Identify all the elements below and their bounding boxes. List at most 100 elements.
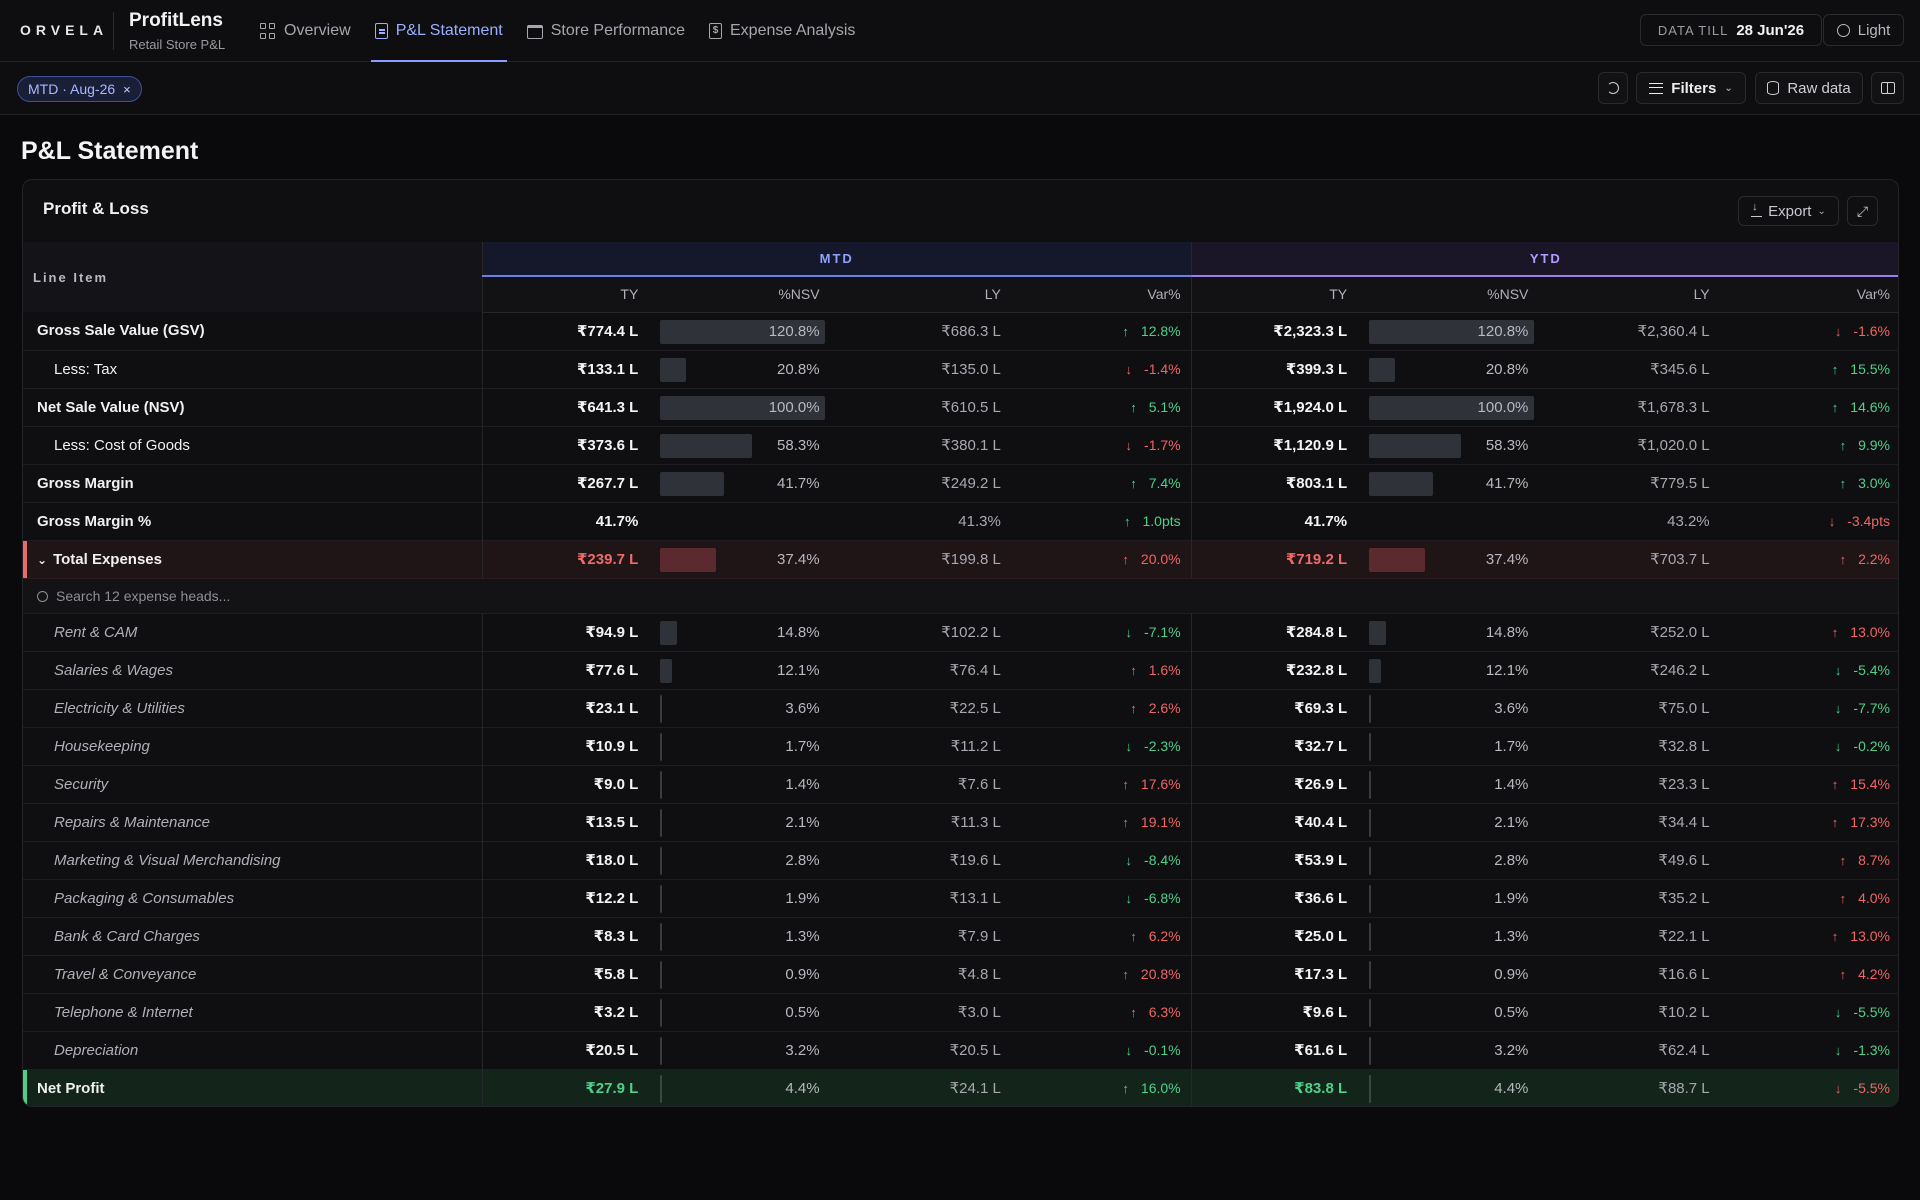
nsv-bar	[1369, 960, 1372, 989]
chip-label: MTD · Aug-26	[28, 81, 116, 97]
variance-value: -2.3%	[1144, 738, 1181, 754]
column-header[interactable]: Var%	[1010, 276, 1192, 313]
ty-value: ₹3.2 L	[481, 993, 649, 1031]
column-header[interactable]: Var%	[1719, 276, 1898, 313]
variance-value: 13.0%	[1850, 624, 1890, 640]
expense-search-input[interactable]: Search 12 expense heads...	[23, 578, 1898, 613]
line-item-label: Total Expenses	[53, 550, 162, 568]
chevron-down-icon: ⌄	[1724, 82, 1733, 94]
ly-value: ₹22.1 L	[1658, 928, 1710, 945]
period-filter-chip[interactable]: MTD · Aug-26 ×	[17, 76, 142, 102]
arrow-down-icon: ↓	[1125, 1043, 1133, 1058]
ly-value: ₹2,360.4 L	[1637, 323, 1710, 340]
nsv-bar	[1369, 694, 1372, 723]
filters-button[interactable]: Filters ⌄	[1636, 72, 1746, 104]
brand-logo[interactable]: ORVELA	[20, 22, 109, 38]
variance-cell: ↑ 13.0%	[1720, 917, 1898, 955]
top-nav-bar: ORVELA ProfitLens Retail Store P&L Overv…	[0, 0, 1920, 62]
ty-value: ₹803.1 L	[1190, 464, 1358, 502]
nsv-bar	[660, 471, 725, 496]
ty-value: ₹5.8 L	[481, 955, 649, 993]
expense-row: Telephone & Internet ₹3.2 L 0.5% ₹3.0 L ↑ 6.3…	[23, 993, 1898, 1031]
ytd-group-header: YTD	[1190, 242, 1898, 277]
expand-button[interactable]: ⤢	[1847, 196, 1878, 226]
expense-row: Marketing & Visual Merchandising ₹18.0 L 2…	[23, 841, 1898, 879]
column-header[interactable]: %NSV	[648, 276, 830, 313]
net-profit-row: Net Profit ₹27.9 L 4.4% ₹24.1 L ↑ 16.0% ₹83.8 …	[23, 1069, 1898, 1106]
ly-value: ₹35.2 L	[1658, 890, 1710, 907]
arrow-up-icon: ↑	[1130, 929, 1137, 944]
ty-value: ₹774.4 L	[481, 312, 649, 350]
theme-toggle-button[interactable]: Light	[1823, 14, 1904, 46]
total-expenses-row[interactable]: ⌄ Total Expenses ₹239.7 L 37.4% ₹199.8 L ↑ 20.…	[23, 540, 1898, 579]
nsv-value: 1.9%	[785, 889, 820, 907]
variance-cell: ↑ 17.6%	[1011, 765, 1191, 803]
nsv-value: 12.1%	[1485, 661, 1529, 679]
line-item-label: Packaging & Consumables	[54, 889, 235, 907]
tab-expense-analysis[interactable]: $ Expense Analysis	[705, 0, 859, 62]
guide-button[interactable]	[1871, 72, 1904, 104]
variance-cell: ↓ -0.1%	[1011, 1031, 1191, 1069]
close-icon[interactable]: ×	[123, 81, 131, 97]
nsv-bar	[1369, 357, 1396, 382]
arrow-up-icon: ↑	[1831, 400, 1839, 415]
database-icon	[1767, 81, 1780, 95]
line-item-name: Gross Sale Value (GSV)	[23, 312, 482, 350]
nsv-value: 3.2%	[1494, 1041, 1529, 1059]
ly-value: ₹7.6 L	[957, 776, 1001, 793]
line-item-name: Packaging & Consumables	[23, 879, 482, 917]
app-title: ProfitLens	[129, 10, 223, 31]
ty-value: ₹32.7 L	[1190, 727, 1358, 765]
variance-value: -1.7%	[1144, 437, 1181, 453]
nsv-bar	[660, 620, 678, 645]
column-header[interactable]: TY	[481, 276, 649, 313]
ty-value: ₹53.9 L	[1190, 841, 1358, 879]
variance-value: 15.4%	[1850, 776, 1890, 792]
line-item-name: Telephone & Internet	[23, 993, 482, 1031]
app-subtitle: Retail Store P&L	[129, 37, 226, 52]
column-header[interactable]: TY	[1190, 276, 1358, 313]
export-button[interactable]: Export ⌄	[1738, 196, 1839, 226]
variance-value: 3.0%	[1858, 475, 1890, 491]
tab-pl-statement[interactable]: P&L Statement	[370, 0, 507, 62]
arrow-down-icon: ↓	[1125, 891, 1133, 906]
ty-value: ₹9.0 L	[481, 765, 649, 803]
chevron-down-icon[interactable]: ⌄	[37, 552, 48, 567]
column-header[interactable]: %NSV	[1357, 276, 1539, 313]
refresh-button[interactable]	[1598, 72, 1628, 104]
nsv-bar	[1369, 770, 1372, 799]
nsv-bar	[1369, 1036, 1372, 1065]
ly-value: ₹22.5 L	[949, 700, 1001, 717]
ty-value: ₹94.9 L	[481, 613, 649, 651]
nsv-cell: 120.8%	[648, 312, 829, 350]
variance-cell: ↓ -5.5%	[1720, 1069, 1898, 1106]
ly-value: ₹345.6 L	[1650, 361, 1710, 378]
nsv-value: 41.7%	[777, 474, 820, 492]
column-header[interactable]: LY	[829, 276, 1011, 313]
nsv-cell: 1.3%	[648, 917, 829, 955]
variance-cell: ↓ -8.4%	[1011, 841, 1191, 879]
variance-value: -5.5%	[1853, 1080, 1890, 1096]
column-header[interactable]: LY	[1538, 276, 1720, 313]
expense-row: Salaries & Wages ₹77.6 L 12.1% ₹76.4 L ↑ 1.6%…	[23, 651, 1898, 689]
nsv-bar	[1369, 319, 1535, 344]
ty-value: ₹373.6 L	[481, 426, 649, 464]
ly-value: ₹76.4 L	[949, 662, 1001, 679]
line-item-label: Marketing & Visual Merchandising	[54, 851, 281, 869]
variance-cell: ↑ 7.4%	[1011, 464, 1191, 502]
arrow-up-icon: ↑	[1130, 476, 1137, 491]
expense-row: Repairs & Maintenance ₹13.5 L 2.1% ₹11.3 L ↑…	[23, 803, 1898, 841]
line-item-name: Less: Cost of Goods	[23, 426, 482, 464]
tab-overview[interactable]: Overview	[256, 0, 355, 62]
ty-value: ₹10.9 L	[481, 727, 649, 765]
raw-data-button[interactable]: Raw data	[1755, 72, 1863, 104]
ly-value: ₹779.5 L	[1650, 475, 1710, 492]
chevron-down-icon: ⌄	[1817, 205, 1826, 217]
nsv-bar	[1369, 471, 1434, 496]
variance-value: 19.1%	[1140, 814, 1181, 830]
variance-cell: ↑ 14.6%	[1720, 388, 1898, 426]
variance-cell: ↑ 1.6%	[1011, 651, 1191, 689]
tab-store-performance[interactable]: Store Performance	[523, 0, 689, 62]
variance-value: 4.2%	[1858, 966, 1890, 982]
nsv-cell: 12.1%	[1357, 651, 1538, 689]
